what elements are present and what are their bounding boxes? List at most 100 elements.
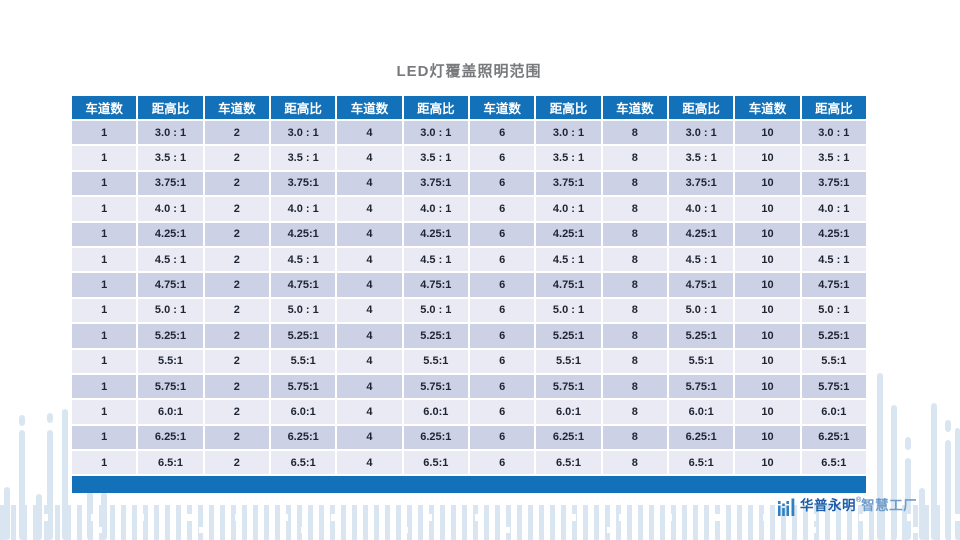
ratio-cell: 5.0 : 1 xyxy=(138,298,203,323)
ratio-cell: 6.25:1 xyxy=(138,425,203,450)
lane-cell: 10 xyxy=(735,324,800,348)
ratio-cell: 6.0:1 xyxy=(403,400,468,424)
lane-header-cell: 车道数 xyxy=(72,96,137,119)
lane-cell: 1 xyxy=(72,298,137,323)
ratio-cell: 5.25:1 xyxy=(271,324,336,348)
ratio-cell: 6.5:1 xyxy=(801,451,866,475)
ratio-cell: 4.5 : 1 xyxy=(669,247,734,272)
ratio-cell: 6.25:1 xyxy=(801,425,866,450)
lane-cell: 2 xyxy=(204,298,269,323)
lane-cell: 6 xyxy=(470,298,535,323)
lane-cell: 2 xyxy=(204,374,269,399)
ratio-cell: 4.75:1 xyxy=(138,273,203,297)
lane-cell: 6 xyxy=(470,197,535,221)
ratio-cell: 6.0:1 xyxy=(271,400,336,424)
ratio-cell: 3.5 : 1 xyxy=(271,146,336,170)
lane-cell: 4 xyxy=(337,349,402,373)
ratio-cell: 6.5:1 xyxy=(669,451,734,475)
ratio-cell: 6.0:1 xyxy=(536,400,601,424)
ratio-cell: 4.5 : 1 xyxy=(403,247,468,272)
brand-suffix: 智慧工厂 xyxy=(861,498,918,514)
lane-cell: 8 xyxy=(602,222,667,246)
ratio-cell: 4.0 : 1 xyxy=(403,197,468,221)
lane-cell: 1 xyxy=(72,324,137,348)
lane-cell: 4 xyxy=(337,146,402,170)
ratio-cell: 5.0 : 1 xyxy=(669,298,734,323)
ratio-cell: 3.75:1 xyxy=(536,171,601,196)
lane-cell: 8 xyxy=(602,324,667,348)
lane-cell: 2 xyxy=(204,121,269,145)
lane-cell: 1 xyxy=(72,349,137,373)
lane-cell: 1 xyxy=(72,400,137,424)
ratio-cell: 4.75:1 xyxy=(536,273,601,297)
ratio-cell: 5.75:1 xyxy=(669,374,734,399)
lane-cell: 4 xyxy=(337,451,402,475)
ratio-cell: 5.0 : 1 xyxy=(271,298,336,323)
lane-cell: 10 xyxy=(735,273,800,297)
ratio-cell: 5.5:1 xyxy=(138,349,203,373)
ratio-cell: 5.25:1 xyxy=(536,324,601,348)
lane-cell: 2 xyxy=(204,146,269,170)
ratio-cell: 5.0 : 1 xyxy=(536,298,601,323)
ratio-cell: 5.75:1 xyxy=(271,374,336,399)
ratio-cell: 5.75:1 xyxy=(403,374,468,399)
ratio-cell: 5.75:1 xyxy=(801,374,866,399)
lane-cell: 1 xyxy=(72,273,137,297)
lane-cell: 6 xyxy=(470,425,535,450)
ratio-header-cell: 距高比 xyxy=(669,96,734,119)
lane-cell: 4 xyxy=(337,171,402,196)
ratio-cell: 5.75:1 xyxy=(536,374,601,399)
lane-cell: 2 xyxy=(204,247,269,272)
lane-cell: 8 xyxy=(602,400,667,424)
ratio-cell: 6.5:1 xyxy=(271,451,336,475)
ratio-cell: 6.25:1 xyxy=(669,425,734,450)
ratio-cell: 4.25:1 xyxy=(801,222,866,246)
lane-cell: 4 xyxy=(337,247,402,272)
ratio-cell: 4.0 : 1 xyxy=(138,197,203,221)
lane-header-cell: 车道数 xyxy=(470,96,535,119)
ratio-cell: 6.0:1 xyxy=(801,400,866,424)
lane-cell: 6 xyxy=(470,400,535,424)
ratio-cell: 4.25:1 xyxy=(536,222,601,246)
lane-cell: 8 xyxy=(602,247,667,272)
lane-cell: 6 xyxy=(470,451,535,475)
ratio-cell: 4.25:1 xyxy=(669,222,734,246)
lane-cell: 8 xyxy=(602,451,667,475)
lane-cell: 6 xyxy=(470,171,535,196)
registered-trademark-icon: ® xyxy=(856,497,862,504)
ratio-cell: 4.75:1 xyxy=(669,273,734,297)
lane-cell: 6 xyxy=(470,146,535,170)
ratio-cell: 4.5 : 1 xyxy=(138,247,203,272)
ratio-cell: 6.0:1 xyxy=(669,400,734,424)
ratio-cell: 3.0 : 1 xyxy=(536,121,601,145)
ratio-cell: 3.75:1 xyxy=(669,171,734,196)
footer-logo: 华普永明 ® 智慧工厂 xyxy=(778,496,917,516)
ratio-cell: 4.75:1 xyxy=(801,273,866,297)
lane-cell: 1 xyxy=(72,374,137,399)
lane-cell: 4 xyxy=(337,273,402,297)
ratio-cell: 4.25:1 xyxy=(403,222,468,246)
page-title: LED灯覆盖照明范围 xyxy=(396,63,542,80)
lane-cell: 4 xyxy=(337,197,402,221)
lane-cell: 8 xyxy=(602,374,667,399)
ratio-cell: 3.75:1 xyxy=(801,171,866,196)
table-footer-bar xyxy=(72,476,866,494)
ratio-header-cell: 距高比 xyxy=(138,96,203,119)
lane-cell: 2 xyxy=(204,451,269,475)
ratio-cell: 5.0 : 1 xyxy=(403,298,468,323)
lane-cell: 10 xyxy=(735,349,800,373)
lane-cell: 10 xyxy=(735,171,800,196)
ratio-cell: 4.0 : 1 xyxy=(271,197,336,221)
ratio-cell: 4.0 : 1 xyxy=(801,197,866,221)
ratio-cell: 4.75:1 xyxy=(403,273,468,297)
ratio-cell: 6.25:1 xyxy=(536,425,601,450)
ratio-cell: 3.75:1 xyxy=(138,171,203,196)
ratio-cell: 5.25:1 xyxy=(801,324,866,348)
lane-cell: 4 xyxy=(337,222,402,246)
lane-cell: 6 xyxy=(470,247,535,272)
lane-cell: 1 xyxy=(72,197,137,221)
ratio-cell: 4.0 : 1 xyxy=(536,197,601,221)
lane-cell: 2 xyxy=(204,197,269,221)
ratio-header-cell: 距高比 xyxy=(271,96,336,119)
